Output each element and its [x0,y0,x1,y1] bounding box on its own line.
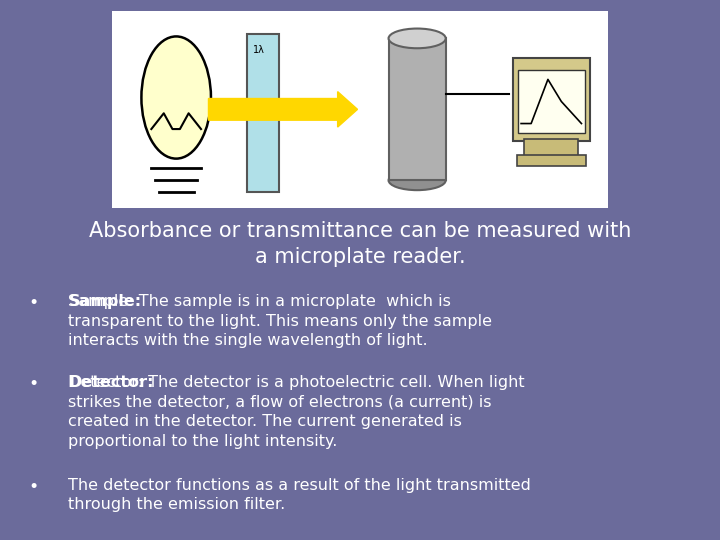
FancyBboxPatch shape [518,70,585,133]
Text: Sample:: Sample: [68,294,142,309]
Text: •: • [29,478,39,496]
Text: Sample: The sample is in a microplate  which is
transparent to the light. This m: Sample: The sample is in a microplate wh… [68,294,492,348]
Text: •: • [29,375,39,393]
FancyBboxPatch shape [524,139,578,157]
Ellipse shape [389,171,446,190]
FancyBboxPatch shape [517,154,586,166]
Text: 1λ: 1λ [253,45,265,55]
Text: Detector:: Detector: [68,375,154,390]
FancyBboxPatch shape [247,35,279,192]
Text: Absorbance or transmittance can be measured with
a microplate reader.: Absorbance or transmittance can be measu… [89,221,631,267]
FancyBboxPatch shape [112,11,608,208]
Text: The detector functions as a result of the light transmitted
through the emission: The detector functions as a result of th… [68,478,531,512]
Text: •: • [29,294,39,312]
FancyBboxPatch shape [513,58,590,141]
FancyBboxPatch shape [389,38,446,180]
Text: Detector: The detector is a photoelectric cell. When light
strikes the detector,: Detector: The detector is a photoelectri… [68,375,525,449]
Ellipse shape [141,36,211,159]
FancyArrow shape [209,92,358,127]
Ellipse shape [389,29,446,48]
